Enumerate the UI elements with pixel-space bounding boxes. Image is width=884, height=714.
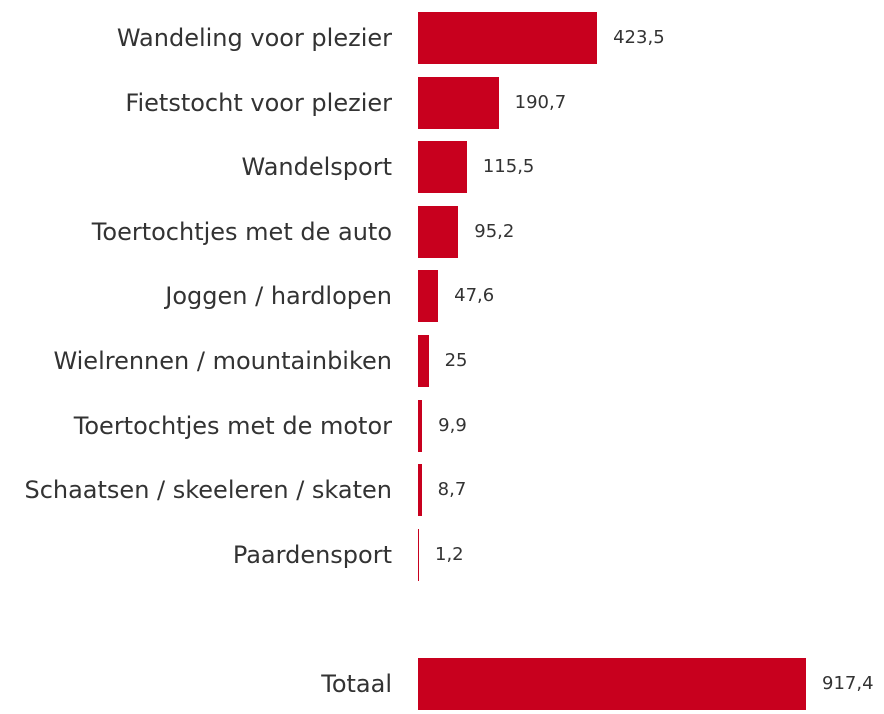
value-label: 115,5 (482, 156, 535, 178)
category-label: Paardensport (232, 540, 392, 569)
category-label: Schaatsen / skeeleren / skaten (24, 476, 392, 505)
value-label: 9,9 (438, 414, 467, 436)
value-label: 1,2 (435, 543, 464, 565)
value-label: 8,7 (437, 479, 467, 501)
bar (418, 658, 806, 710)
category-label: Toertochtjes met de auto (91, 217, 392, 246)
category-label: Joggen / hardlopen (165, 282, 392, 311)
bar (418, 464, 422, 517)
category-label: Wandelsport (241, 153, 392, 182)
category-label: Totaal (321, 670, 392, 698)
bar (418, 528, 419, 581)
bar (418, 141, 467, 194)
category-label: Wielrennen / mountainbiken (53, 347, 392, 375)
value-label: 917,4 (822, 673, 874, 694)
bar (418, 270, 439, 323)
value-label: 423,5 (613, 27, 665, 48)
value-label: 190,7 (514, 91, 567, 113)
category-label: Toertochtjes met de motor (73, 411, 392, 440)
bar (418, 12, 598, 64)
value-label: 95,2 (474, 220, 515, 242)
category-label: Wandeling voor plezier (116, 24, 392, 52)
bar (418, 76, 499, 129)
bar (418, 399, 423, 452)
value-label: 47,6 (454, 285, 495, 307)
value-label: 25 (444, 350, 468, 371)
category-label: Fietstocht voor plezier (125, 88, 392, 117)
bar (418, 335, 429, 387)
bar (418, 205, 459, 258)
